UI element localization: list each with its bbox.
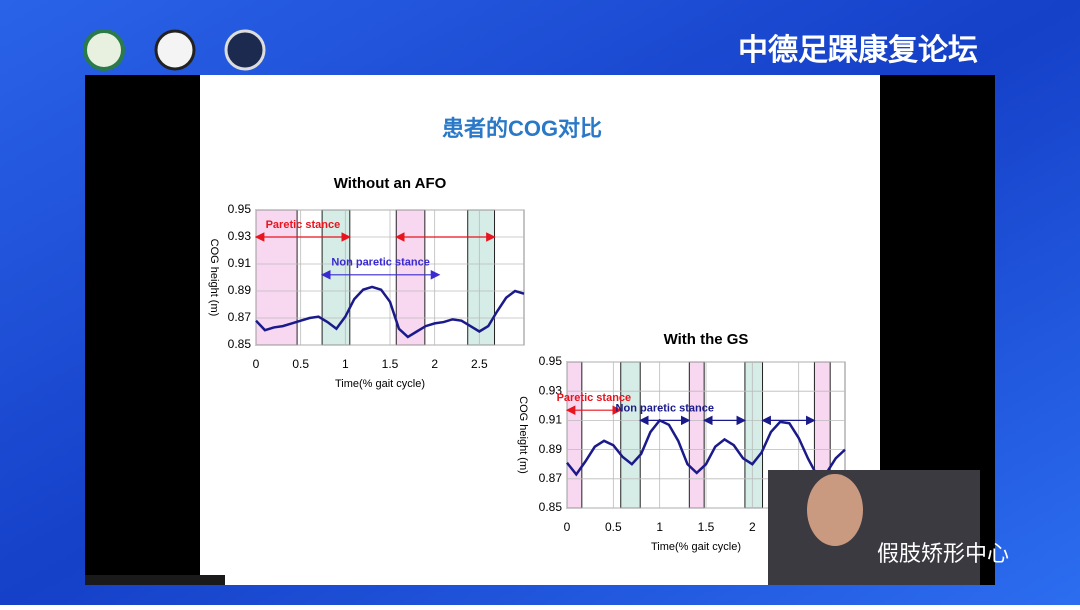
logos [83,29,266,71]
x-axis-label: Time(% gait cycle) [335,378,425,390]
webcam-person [807,474,863,546]
webcam [768,470,980,585]
y-tick-label: 0.93 [228,229,252,243]
y-tick-label: 0.85 [539,500,563,514]
share-status [85,575,225,585]
stance-region [395,209,426,346]
x-tick-label: 0 [564,520,571,534]
x-tick-label: 0 [253,357,260,371]
x-tick-label: 2 [431,357,438,371]
stance-region [744,361,764,509]
x-tick-label: 0.5 [292,357,309,371]
slide-title: 患者的COG对比 [442,116,602,141]
annotation-label: Paretic stance [557,392,632,404]
header-title: 中德足踝康复论坛 [738,33,978,67]
watermark: 假肢矫形中心 [877,541,1009,566]
y-axis-label: COG height (m) [208,239,220,317]
y-axis-label: COG height (m) [517,396,529,474]
y-tick-label: 0.85 [228,337,252,351]
annotation-label: Non paretic stance [616,402,714,414]
y-tick-label: 0.89 [228,283,252,297]
y-tick-label: 0.93 [539,383,563,397]
x-tick-label: 0.5 [605,520,622,534]
x-tick-label: 2 [749,520,756,534]
data-line [255,285,525,339]
y-tick-label: 0.95 [228,202,252,216]
stance-region [688,361,705,509]
x-tick-label: 1.5 [382,357,399,371]
y-tick-label: 0.91 [228,256,252,270]
x-tick-label: 2.5 [471,357,488,371]
chart-title: With the GS [664,331,749,348]
y-tick-label: 0.87 [228,310,252,324]
y-tick-label: 0.91 [539,413,563,427]
x-tick-label: 1 [656,520,663,534]
y-tick-label: 0.89 [539,442,563,456]
chart-title: Without an AFO [334,175,447,192]
annotation-label: Paretic stance [266,219,341,231]
y-tick-label: 0.87 [539,471,563,485]
annotation-label: Non paretic stance [331,257,429,269]
data-line [566,418,846,478]
stance-region [620,361,641,509]
x-tick-label: 1.5 [698,520,715,534]
x-axis-label: Time(% gait cycle) [651,541,741,553]
x-tick-label: 1 [342,357,349,371]
stance-region [566,361,583,509]
y-tick-label: 0.95 [539,354,563,368]
